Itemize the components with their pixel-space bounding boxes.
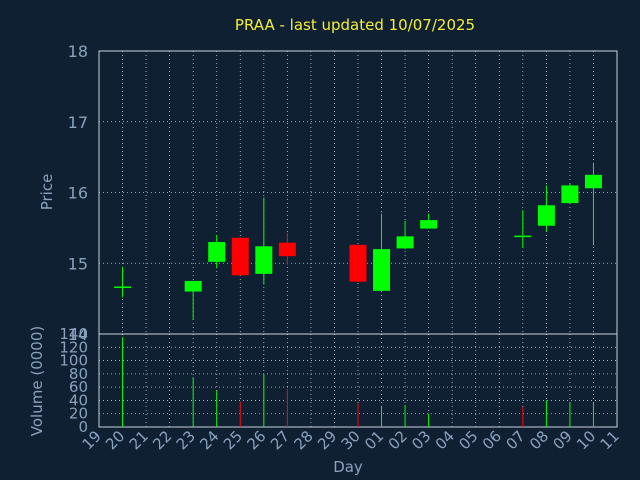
x-tick-label: 22 <box>149 427 175 453</box>
volume-tick-label: 20 <box>69 405 88 423</box>
x-tick-label: 27 <box>267 427 293 453</box>
candle-body <box>231 237 249 276</box>
volume-axis-label: Volume (0000) <box>28 326 46 436</box>
candle-body <box>255 246 273 274</box>
candle-body <box>584 174 602 189</box>
x-tick-label: 28 <box>291 427 317 453</box>
x-tick-label: 21 <box>126 427 152 453</box>
x-tick-label: 04 <box>432 427 458 453</box>
x-tick-label: 03 <box>408 427 434 453</box>
x-axis-label: Day <box>333 458 363 476</box>
candle-body <box>184 280 202 292</box>
volume-tick-label: 100 <box>59 352 88 370</box>
candle-body <box>561 185 579 204</box>
x-tick-label: 30 <box>338 427 364 453</box>
price-axis-label: Price <box>38 174 56 211</box>
x-tick-label: 23 <box>173 427 199 453</box>
candle-body <box>373 249 391 291</box>
volume-tick-label: 80 <box>69 365 88 383</box>
x-tick-label: 10 <box>573 427 599 453</box>
x-tick-label: 29 <box>314 427 340 453</box>
x-tick-label: 09 <box>550 427 576 453</box>
volume-tick-label: 60 <box>69 378 88 396</box>
chart-title: PRAA - last updated 10/07/2025 <box>235 16 475 34</box>
volume-tick-label: 140 <box>59 325 88 343</box>
candle-body <box>208 242 226 262</box>
x-axis: 1920212223242526272829300102030405060708… <box>79 427 623 453</box>
x-tick-label: 11 <box>597 427 623 453</box>
candle-body <box>396 236 414 249</box>
x-tick-label: 06 <box>479 427 505 453</box>
x-tick-label: 01 <box>361 427 387 453</box>
candle-body <box>537 205 555 226</box>
candle-body <box>349 244 367 282</box>
x-tick-label: 24 <box>196 427 222 453</box>
candle-body <box>278 242 296 257</box>
price-tick-label: 17 <box>68 113 88 132</box>
x-tick-label: 05 <box>455 427 481 453</box>
price-tick-label: 14 <box>68 325 88 344</box>
price-tick-label: 15 <box>68 254 88 273</box>
x-tick-label: 26 <box>243 427 269 453</box>
candle-body <box>420 220 438 229</box>
price-panel: 14 15 16 17 18 <box>68 42 618 344</box>
x-tick-label: 07 <box>502 427 528 453</box>
volume-tick-label: 40 <box>69 391 88 409</box>
volume-tick-label: 0 <box>78 418 88 436</box>
x-tick-label: 02 <box>385 427 411 453</box>
x-tick-label: 20 <box>102 427 128 453</box>
price-tick-label: 16 <box>68 184 88 203</box>
volume-tick-label: 120 <box>59 338 88 356</box>
price-tick-label: 18 <box>68 42 88 61</box>
x-tick-label: 25 <box>220 427 246 453</box>
x-tick-label: 08 <box>526 427 552 453</box>
